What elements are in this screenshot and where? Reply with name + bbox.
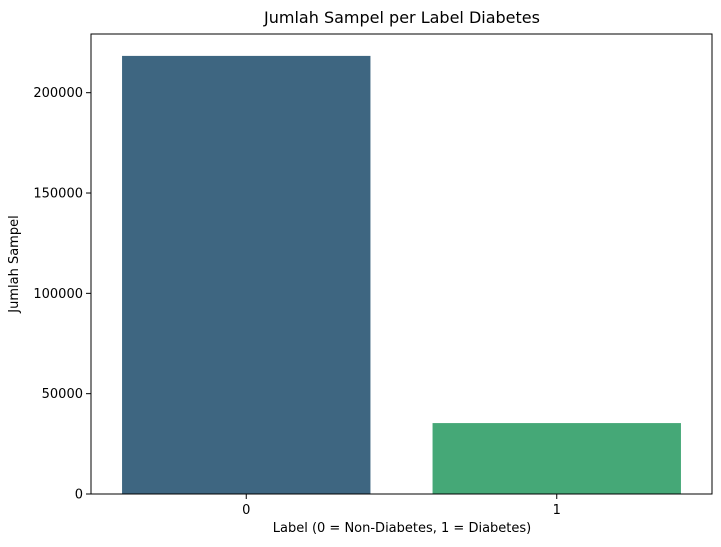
bar-0 [122,55,371,495]
y-tick-label: 0 [75,488,83,503]
plot-frame [90,33,713,495]
bar-1 [432,423,681,494]
chart-title: Jumlah Sampel per Label Diabetes [263,8,540,27]
y-tick-label: 200000 [33,86,83,101]
x-tick-label: 1 [553,503,561,518]
y-axis-label: Jumlah Sampel [7,215,22,313]
y-tick-label: 100000 [33,287,83,302]
y-tick-label: 150000 [33,187,83,202]
y-tick-label: 50000 [42,387,83,402]
x-axis-label: Label (0 = Non-Diabetes, 1 = Diabetes) [273,521,532,536]
plot-area [90,33,713,495]
bars-group [122,55,681,495]
y-axis: 0 50000 100000 150000 200000 [33,86,91,503]
x-tick-label: 0 [242,503,250,518]
